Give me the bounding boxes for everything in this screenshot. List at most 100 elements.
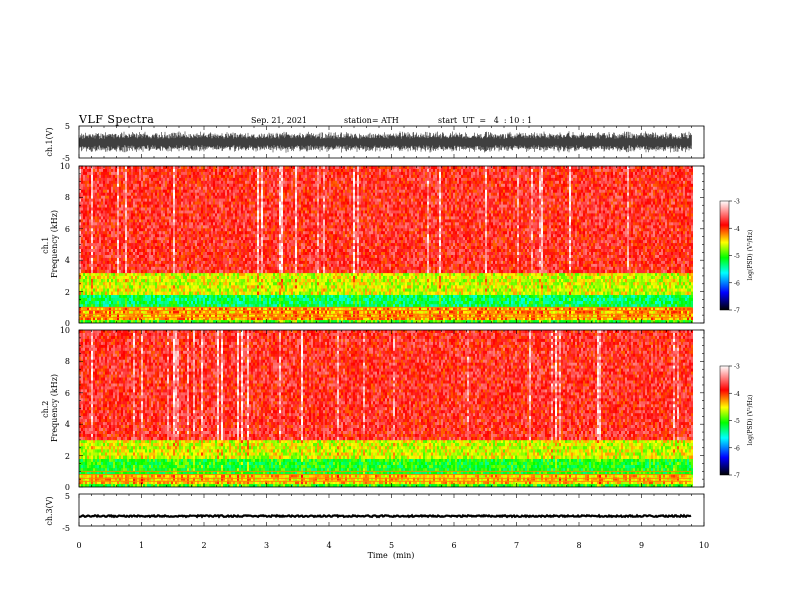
spectrogram-cell	[133, 252, 135, 256]
spectrogram-cell	[181, 207, 183, 211]
spectrogram-cell	[237, 234, 239, 238]
spectrogram-cell	[155, 192, 157, 196]
spectrogram-cell	[187, 177, 189, 182]
spectrogram-cell	[157, 234, 159, 238]
spectrogram-cell	[103, 304, 105, 308]
spectrogram-cell	[103, 272, 105, 277]
spectrogram-cell	[265, 304, 267, 308]
spectrogram-cell	[145, 231, 147, 235]
spectrogram-cell	[209, 234, 211, 238]
spectrogram-cell	[263, 213, 265, 217]
spectrogram-cell	[87, 174, 89, 179]
spectrogram-cell	[171, 275, 173, 280]
spectrogram-cell	[155, 234, 157, 238]
spectrogram-cell	[81, 255, 83, 259]
spectrogram-cell	[199, 310, 201, 314]
spectrogram-cell	[245, 177, 247, 182]
spectrogram-cell	[105, 166, 107, 170]
spectrogram-cell	[251, 291, 253, 295]
spectrogram-cell	[207, 263, 209, 268]
spectrogram-cell	[139, 195, 141, 199]
spectrogram-cell	[155, 319, 157, 323]
spectrogram-cell	[159, 282, 161, 286]
spectrogram-cell	[169, 294, 171, 299]
spectrogram-cell	[213, 195, 215, 199]
spectrogram-cell	[97, 222, 99, 226]
spectrogram-cell	[151, 301, 153, 305]
spectrogram-cell	[265, 307, 267, 311]
spectrogram-cell	[85, 192, 87, 196]
spectrogram-cell	[91, 210, 93, 214]
spectrogram-cell	[181, 252, 183, 256]
spectrogram-cell	[237, 272, 239, 277]
spectrogram-cell	[263, 288, 265, 292]
spectrogram-cell	[93, 240, 95, 244]
spectrogram-cell	[225, 272, 227, 277]
spectrogram-cell	[141, 166, 143, 170]
spectrogram-cell	[229, 249, 231, 253]
spectrogram-cell	[111, 291, 113, 295]
spectrogram-cell	[87, 291, 89, 295]
spectrogram-cell	[129, 174, 131, 179]
spectrogram-cell	[191, 234, 193, 238]
spectrogram-cell	[173, 183, 175, 188]
spectrogram-cell	[83, 310, 85, 314]
spectrogram-cell	[223, 169, 225, 173]
spectrogram-cell	[189, 231, 191, 235]
spectrogram-cell	[139, 249, 141, 253]
spectrogram-cell	[167, 225, 169, 229]
spectrogram-cell	[199, 255, 201, 259]
spectrogram-cell	[139, 171, 141, 176]
spectrogram-cell	[165, 240, 167, 244]
spectrogram-cell	[179, 237, 181, 241]
spectrogram-cell	[127, 225, 129, 229]
spectrogram-cell	[175, 316, 177, 321]
spectrogram-cell	[215, 301, 217, 305]
spectrogram-cell	[107, 216, 109, 220]
spectrogram-cell	[123, 291, 125, 295]
spectrogram-cell	[127, 189, 129, 193]
spectrogram-cell	[85, 319, 87, 323]
spectrogram-cell	[191, 169, 193, 173]
spectrogram-cell	[85, 304, 87, 308]
spectrogram-cell	[85, 301, 87, 305]
spectrogram-cell	[105, 237, 107, 241]
spectrogram-cell	[223, 231, 225, 235]
spectrogram-cell	[155, 316, 157, 321]
spectrogram-cell	[259, 225, 261, 229]
spectrogram-cell	[109, 207, 111, 211]
spectrogram-cell	[81, 263, 83, 268]
spectrogram-cell	[241, 186, 243, 191]
spectrogram-cell	[217, 243, 219, 247]
spectrogram-cell	[223, 294, 225, 299]
spectrogram-cell	[257, 189, 259, 193]
spectrogram-cell	[137, 316, 139, 321]
spectrogram-cell	[147, 291, 149, 295]
spectrogram-cell	[237, 260, 239, 265]
spectrogram-cell	[201, 255, 203, 259]
spectrogram-cell	[263, 319, 265, 323]
spectrogram-cell	[211, 189, 213, 193]
spectrogram-cell	[163, 231, 165, 235]
spectrogram-cell	[179, 189, 181, 193]
spectrogram-cell	[219, 213, 221, 217]
spectrogram-cell	[121, 279, 123, 283]
spectrogram-cell	[99, 304, 101, 308]
spectrogram-cell	[223, 279, 225, 283]
spectrogram-cell	[79, 316, 81, 321]
spectrogram-cell	[167, 216, 169, 220]
spectrogram-cell	[83, 279, 85, 283]
spectrogram-cell	[97, 171, 99, 176]
spectrogram-cell	[223, 174, 225, 179]
spectrogram-cell	[205, 275, 207, 280]
spectrogram-cell	[253, 198, 255, 202]
spectrogram-cell	[81, 285, 83, 289]
spectrogram-cell	[165, 180, 167, 185]
spectrogram-cell	[101, 304, 103, 308]
spectrogram-cell	[233, 282, 235, 286]
spectrogram-cell	[249, 189, 251, 193]
spectrogram-cell	[225, 255, 227, 259]
spectrogram-cell	[159, 297, 161, 302]
spectrogram-cell	[213, 301, 215, 305]
spectrogram-cell	[143, 219, 145, 223]
